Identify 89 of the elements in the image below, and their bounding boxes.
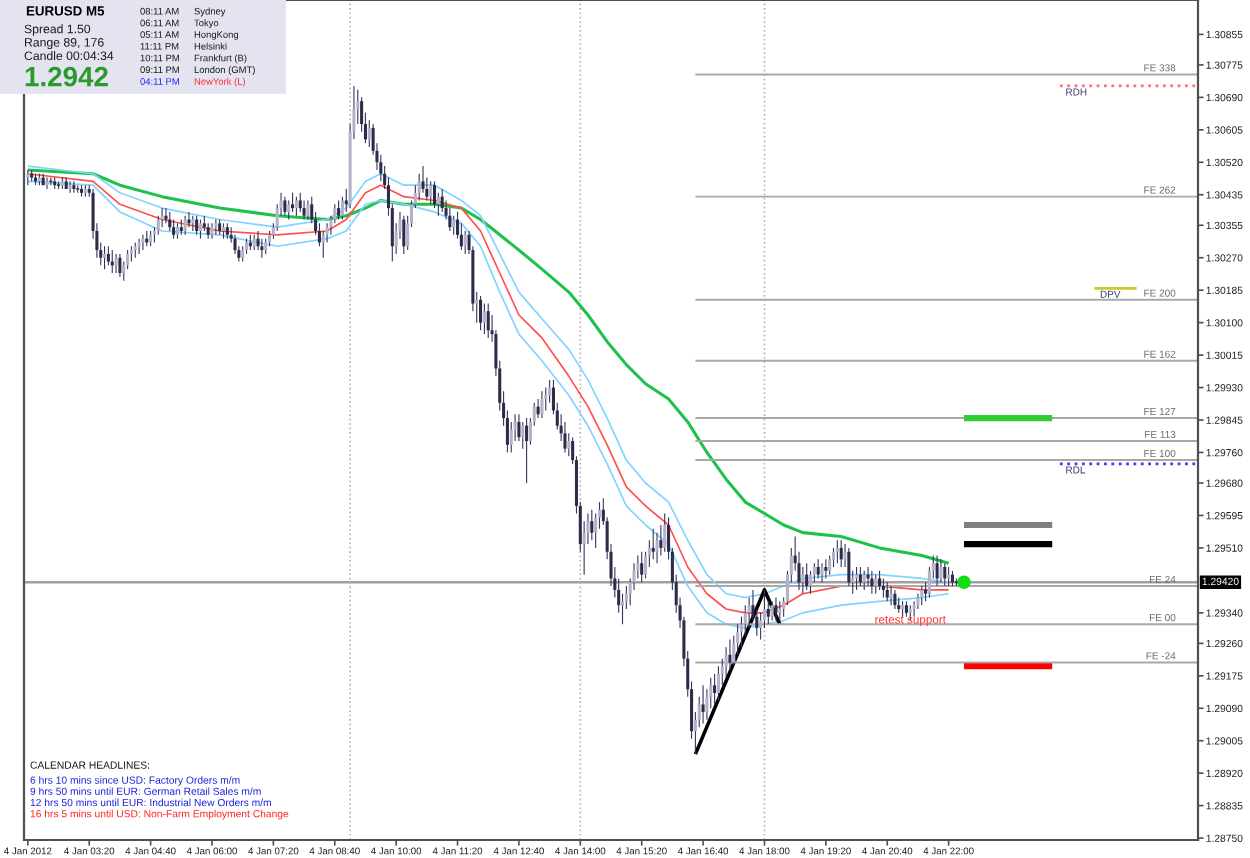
candlestick	[72, 180, 76, 194]
candlestick	[536, 398, 540, 419]
candlestick	[463, 230, 467, 255]
candlestick	[417, 173, 421, 202]
candlestick	[778, 600, 782, 622]
candlestick	[448, 207, 452, 232]
candlestick	[728, 638, 732, 671]
candlestick	[774, 596, 778, 622]
candlestick	[563, 421, 567, 454]
candlestick	[835, 539, 839, 564]
candlestick	[874, 574, 878, 595]
candlestick	[137, 238, 141, 255]
candlestick	[893, 589, 897, 610]
candlestick	[724, 646, 728, 679]
candlestick	[820, 562, 824, 583]
candlestick	[590, 509, 594, 541]
candlestick	[340, 196, 344, 221]
candlestick	[943, 562, 947, 587]
candlestick	[452, 215, 456, 236]
candlestick	[716, 665, 720, 702]
candlestick	[187, 211, 191, 228]
candlestick	[106, 245, 110, 266]
candlestick	[168, 211, 172, 232]
candlestick	[808, 570, 813, 595]
candlestick	[283, 196, 287, 217]
candlestick	[935, 554, 939, 587]
candlestick	[298, 192, 302, 213]
candlestick	[402, 215, 406, 255]
candlestick	[847, 547, 851, 587]
candlestick	[824, 558, 828, 580]
candlestick	[421, 165, 425, 194]
candlestick	[916, 593, 920, 610]
candlestick	[429, 180, 433, 205]
candlestick	[651, 528, 655, 560]
candlestick	[294, 196, 298, 217]
annotation: 1.2942	[25, 66, 108, 87]
candlestick	[881, 577, 885, 599]
candlestick	[68, 180, 72, 194]
candlestick	[321, 230, 325, 259]
candlestick	[486, 302, 490, 339]
candlestick	[912, 600, 916, 618]
candlestick	[828, 554, 832, 576]
candlestick	[233, 234, 237, 255]
candlestick	[889, 585, 893, 606]
candlestick	[45, 176, 49, 190]
candlestick	[306, 199, 310, 221]
candlestick	[713, 673, 717, 706]
candlestick	[858, 566, 862, 587]
candlestick	[302, 199, 306, 221]
candlestick	[805, 562, 809, 591]
candlestick	[156, 215, 160, 236]
candlestick	[291, 192, 295, 213]
candlestick	[870, 570, 874, 595]
candlestick	[367, 119, 371, 148]
candlestick	[525, 417, 529, 484]
candlestick	[432, 180, 437, 209]
candlestick	[540, 390, 544, 419]
candlestick	[198, 218, 203, 240]
candlestick	[114, 253, 118, 274]
candlestick	[210, 222, 214, 240]
candlestick	[195, 215, 199, 236]
candlestick	[663, 512, 667, 553]
candlestick	[939, 558, 943, 583]
candlestick	[770, 600, 774, 622]
candlestick	[839, 539, 843, 568]
candlestick	[164, 207, 168, 224]
candlestick	[920, 585, 924, 606]
candlestick	[544, 386, 548, 412]
candlestick	[183, 215, 187, 236]
candlestick	[831, 547, 836, 568]
candlestick	[118, 253, 122, 278]
candlestick	[640, 551, 644, 583]
candlestick	[482, 302, 486, 335]
candlestick	[655, 532, 659, 564]
candlestick	[256, 230, 260, 251]
candlestick	[816, 558, 820, 580]
candlestick	[160, 207, 164, 228]
candlestick	[517, 413, 521, 442]
candlestick	[479, 295, 483, 331]
candlestick	[701, 684, 705, 725]
candlestick	[747, 596, 751, 629]
candlestick	[440, 188, 444, 213]
candlestick	[885, 581, 889, 602]
candlestick	[287, 199, 291, 221]
candlestick	[260, 238, 264, 259]
candlestick	[337, 199, 341, 221]
candlestick	[878, 570, 882, 591]
candlestick	[862, 570, 866, 591]
candlestick	[103, 245, 107, 270]
